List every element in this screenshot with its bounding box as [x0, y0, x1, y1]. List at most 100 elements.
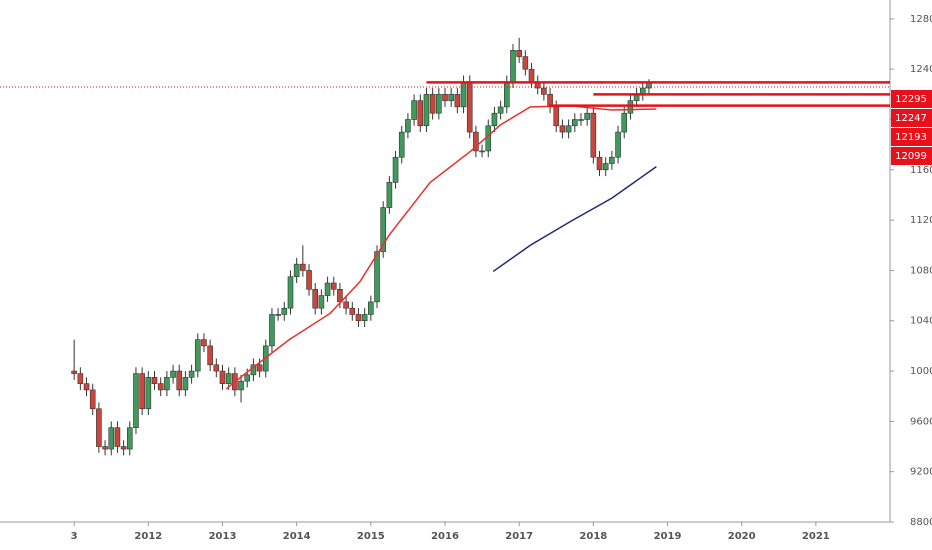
candle-body	[460, 81, 467, 108]
y-tick-label: 9600	[910, 416, 932, 427]
candle-body	[504, 81, 510, 108]
price-label-bg	[891, 90, 932, 108]
candle-body	[157, 383, 164, 391]
candle-body	[77, 373, 84, 384]
price-label: 12099	[895, 151, 927, 162]
candle-body	[522, 56, 529, 70]
candle-body	[219, 370, 226, 384]
candle-body	[213, 364, 220, 372]
candle-body	[454, 94, 461, 108]
x-tick-label: 2021	[802, 531, 830, 542]
candle-body	[96, 408, 102, 447]
candle-body	[590, 112, 597, 158]
candle-body	[126, 427, 133, 450]
candle-body	[609, 156, 615, 164]
candle-body	[615, 131, 621, 158]
candle-body	[411, 100, 417, 120]
candle-body	[293, 263, 300, 278]
candle-body	[528, 68, 535, 83]
candle-body	[343, 301, 349, 309]
y-tick-label: 12400	[910, 64, 932, 75]
candle-body	[553, 106, 560, 127]
candle-body	[429, 94, 436, 114]
candle-body	[405, 119, 411, 133]
candle-body	[71, 370, 77, 374]
candle-body	[238, 380, 244, 391]
candle-body	[83, 383, 90, 391]
candle-body	[182, 377, 189, 391]
x-tick-label: 3	[71, 531, 78, 542]
y-tick-label: 11600	[910, 165, 932, 176]
candle-body	[108, 427, 115, 450]
candle-body	[473, 131, 479, 152]
candle-body	[330, 282, 337, 290]
candle-body	[275, 314, 281, 316]
candle-body	[102, 446, 108, 450]
y-tick-label: 8800	[910, 517, 932, 528]
candle-body	[479, 150, 485, 153]
candle-body	[170, 370, 176, 378]
y-tick-label: 10800	[910, 265, 932, 276]
candle-body	[318, 295, 325, 309]
moving-average	[492, 166, 657, 273]
price-label-bg	[891, 109, 932, 127]
candle-body	[491, 112, 498, 127]
y-tick-label: 12800	[910, 14, 932, 25]
candle-body	[324, 282, 331, 296]
y-tick-label: 9200	[910, 467, 932, 478]
candle-body	[584, 112, 590, 120]
y-tick-label: 10000	[910, 366, 932, 377]
candle-body	[627, 100, 634, 114]
candle-body	[578, 119, 584, 121]
candle-body	[355, 314, 362, 322]
candle-body	[120, 446, 127, 450]
candle-body	[392, 156, 399, 183]
candle-body	[516, 50, 522, 57]
price-label: 12247	[895, 113, 927, 124]
candle-body	[541, 87, 547, 95]
candle-body	[256, 364, 263, 372]
candle-body	[602, 163, 609, 171]
candle-body	[368, 301, 374, 315]
price-label-bg	[891, 128, 932, 146]
candle-body	[398, 131, 405, 158]
candle-body	[361, 314, 368, 322]
x-tick-label: 2012	[134, 531, 162, 542]
candle-body	[269, 314, 275, 347]
candle-body	[596, 156, 603, 171]
x-tick-label: 2019	[654, 531, 682, 542]
candle-body	[225, 373, 232, 384]
candle-body	[194, 339, 201, 372]
candle-body	[207, 345, 213, 366]
candle-body	[423, 94, 430, 127]
candle-body	[448, 94, 454, 101]
candle-body	[386, 182, 393, 208]
candle-body	[188, 370, 195, 378]
candle-body	[374, 251, 380, 303]
x-tick-label: 2013	[209, 531, 237, 542]
x-tick-label: 2020	[728, 531, 756, 542]
candle-body	[621, 112, 628, 133]
x-tick-label: 2017	[505, 531, 533, 542]
price-label: 12193	[895, 132, 927, 143]
candle-body	[436, 94, 442, 114]
candle-body	[201, 339, 207, 347]
candle-body	[287, 276, 294, 309]
y-tick-label: 10400	[910, 316, 932, 327]
candle-body	[312, 289, 319, 309]
candle-body	[164, 377, 170, 391]
candle-body	[417, 100, 424, 127]
candle-body	[89, 389, 96, 410]
x-tick-label: 2015	[357, 531, 385, 542]
price-label: 12295	[895, 94, 927, 105]
candle-body	[559, 125, 566, 133]
candle-body	[497, 106, 504, 114]
candle-body	[442, 94, 448, 101]
candle-body	[485, 125, 492, 152]
candle-body	[300, 263, 306, 271]
candle-body	[337, 289, 343, 303]
price-label-bg	[891, 147, 932, 165]
y-tick-label: 11200	[910, 215, 932, 226]
x-tick-label: 2014	[283, 531, 311, 542]
